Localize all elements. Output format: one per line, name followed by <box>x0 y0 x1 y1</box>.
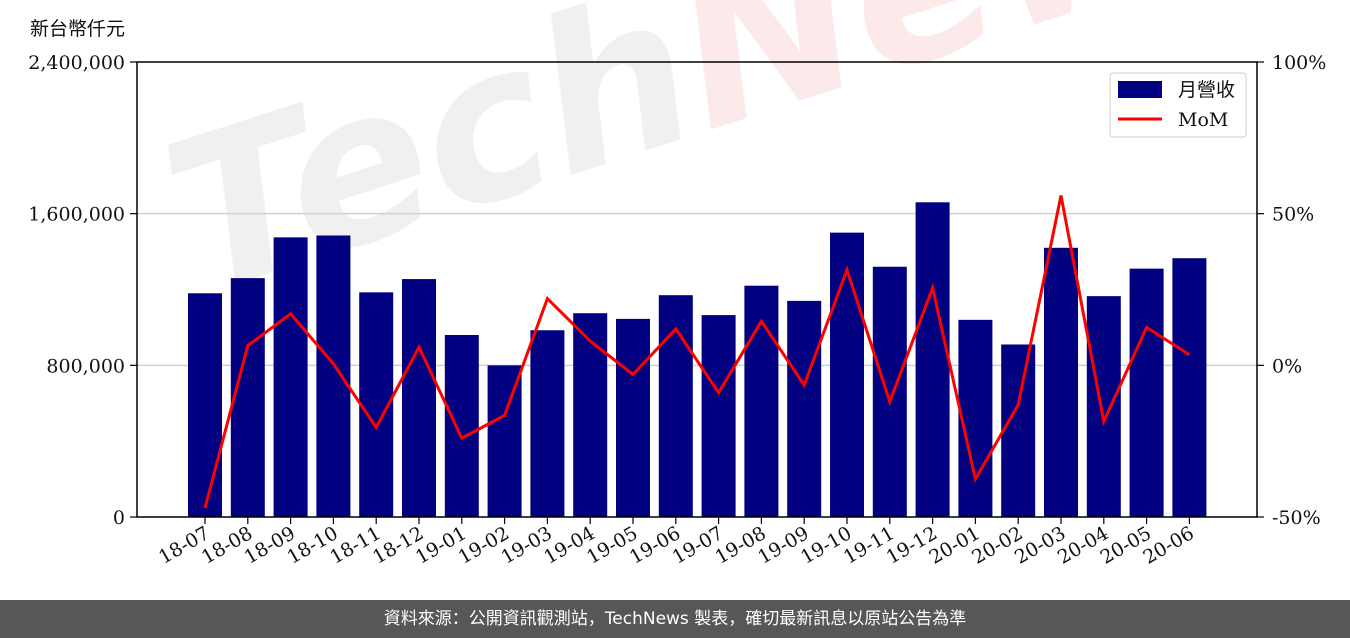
bar-19-02 <box>487 365 522 517</box>
bar-18-09 <box>273 237 308 518</box>
bar-18-10 <box>316 235 351 517</box>
bar-20-05 <box>1129 268 1164 517</box>
legend-label-line: MoM <box>1178 109 1228 131</box>
bar-20-06 <box>1172 258 1207 517</box>
bar-18-12 <box>402 279 436 517</box>
y-right-tick-label: 50% <box>1272 204 1314 226</box>
y-axis-unit-label: 新台幣仟元 <box>30 18 126 40</box>
bar-20-01 <box>958 319 993 517</box>
x-tick-label: 20-06 <box>1139 522 1197 568</box>
mom-line <box>203 195 1191 509</box>
bar-20-04 <box>1086 296 1121 517</box>
y-left-tick-label: 2,400,000 <box>28 52 125 74</box>
bar-19-09 <box>787 300 822 517</box>
bar-19-10 <box>830 232 864 517</box>
footer-source-note: 資料來源：公開資訊觀測站，TechNews 製表，確切最新訊息以原站公告為準 <box>0 600 1350 638</box>
bar-19-04 <box>573 313 608 517</box>
y-left-tick-label: 800,000 <box>46 355 125 377</box>
y-right-tick-label: 0% <box>1272 355 1302 377</box>
y-left-tick-label: 1,600,000 <box>28 204 125 226</box>
legend-swatch-bar <box>1118 81 1162 98</box>
bar-20-02 <box>1001 344 1036 517</box>
bar-18-08 <box>230 278 265 517</box>
bar-19-01 <box>444 335 479 517</box>
revenue-chart: 0800,0001,600,0002,400,000-50%0%50%100%1… <box>28 52 1326 569</box>
bar-19-12 <box>915 202 950 517</box>
bar-19-05 <box>616 318 650 517</box>
bar-19-11 <box>872 266 907 517</box>
y-right-tick-label: 100% <box>1272 52 1326 74</box>
bar-19-03 <box>530 330 565 517</box>
plot-frame <box>136 61 1258 518</box>
bar-18-07 <box>188 293 222 517</box>
y-left-tick-label: 0 <box>113 507 125 529</box>
legend-label-bar: 月營收 <box>1178 79 1235 101</box>
bar-19-07 <box>701 315 736 517</box>
y-right-tick-label: -50% <box>1272 507 1321 529</box>
bar-20-03 <box>1044 247 1078 517</box>
bar-19-06 <box>658 295 693 517</box>
